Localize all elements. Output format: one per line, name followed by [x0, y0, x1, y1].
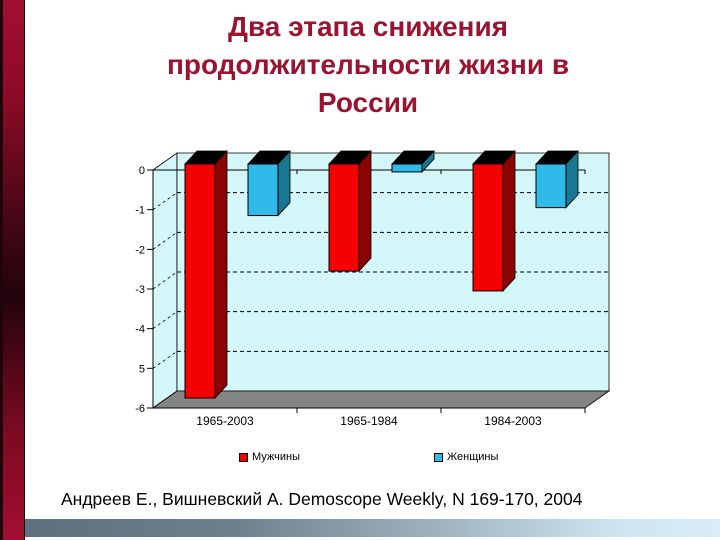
- y-axis-label: 0: [139, 165, 145, 177]
- legend-swatch-women: [434, 452, 443, 462]
- y-axis-label: -2: [135, 244, 145, 256]
- bar: [535, 149, 579, 209]
- chart-legend: Мужчины Женщины: [0, 451, 720, 465]
- bar: [391, 149, 435, 173]
- y-axis-label: -4: [135, 324, 145, 336]
- bars-series-1: [247, 149, 579, 217]
- x-category-label: 1965-1984: [340, 414, 398, 428]
- legend-label-men: Мужчины: [252, 451, 301, 463]
- citation: Андреев Е., Вишневский А. Demoscope Week…: [61, 489, 583, 509]
- legend-label-women: Женщины: [447, 451, 499, 463]
- bar: [328, 149, 372, 273]
- y-axis-label: 5: [139, 363, 145, 375]
- y-axis-label: -3: [135, 284, 145, 296]
- left-accent-bar: [0, 0, 25, 540]
- x-category-label: 1965-2003: [196, 414, 254, 428]
- slide-title: Два этапа снижения продолжительности жиз…: [26, 8, 710, 122]
- y-axis-label: -1: [135, 205, 145, 217]
- title-line-3: России: [317, 87, 419, 118]
- legend-swatch-men: [239, 452, 248, 462]
- bar: [247, 149, 291, 217]
- legend-item-men: Мужчины: [239, 451, 300, 463]
- bottom-gradient-strip: [25, 519, 720, 537]
- chart-axis-labels: 0 -1 -2 -3 -4 5 -6 1965-2003 1965-1984 1984-2003: [135, 165, 542, 428]
- y-axis-label: -6: [135, 403, 145, 415]
- bars-series-0: [184, 149, 516, 400]
- legend-item-women: Женщины: [434, 451, 498, 463]
- x-category-label: 1984-2003: [484, 414, 542, 428]
- title-line-1: Два этапа снижения: [228, 11, 508, 42]
- title-line-2: продолжительности жизни в: [166, 49, 570, 80]
- bar: [472, 149, 516, 292]
- bar: [184, 149, 228, 400]
